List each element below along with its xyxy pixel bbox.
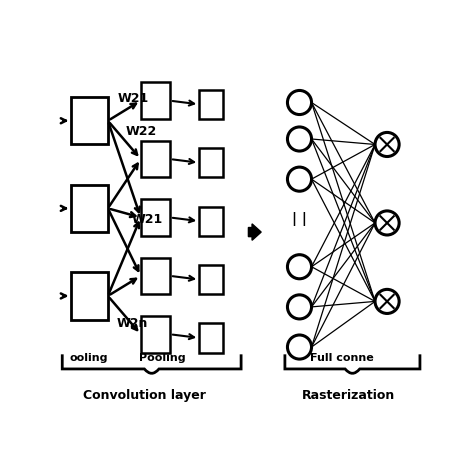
Bar (141, 258, 170, 294)
Text: | |: | | (292, 212, 307, 226)
Circle shape (375, 211, 399, 235)
Text: Pooling: Pooling (139, 354, 186, 364)
Bar (141, 82, 170, 119)
Bar (199, 148, 223, 177)
Bar (199, 323, 223, 353)
Text: W21: W21 (132, 213, 163, 226)
Circle shape (287, 255, 311, 279)
Bar (72, 272, 108, 319)
Text: W21: W21 (118, 92, 149, 105)
Text: ooling: ooling (70, 354, 108, 364)
Bar (141, 199, 170, 236)
Bar (199, 207, 223, 236)
Text: Rasterization: Rasterization (302, 389, 395, 402)
Circle shape (287, 167, 311, 191)
Circle shape (375, 132, 399, 156)
Bar (72, 185, 108, 232)
Circle shape (287, 91, 311, 115)
Bar (199, 265, 223, 294)
Bar (141, 141, 170, 177)
Circle shape (287, 295, 311, 319)
Text: Convolution layer: Convolution layer (83, 389, 206, 402)
Circle shape (287, 127, 311, 151)
Text: Full conne: Full conne (310, 354, 374, 364)
Text: W2n: W2n (117, 317, 148, 330)
Circle shape (287, 335, 311, 359)
Bar (72, 97, 108, 145)
Bar (199, 90, 223, 119)
FancyArrow shape (248, 224, 261, 240)
Bar (141, 316, 170, 353)
Text: W22: W22 (126, 125, 156, 138)
Circle shape (375, 289, 399, 313)
